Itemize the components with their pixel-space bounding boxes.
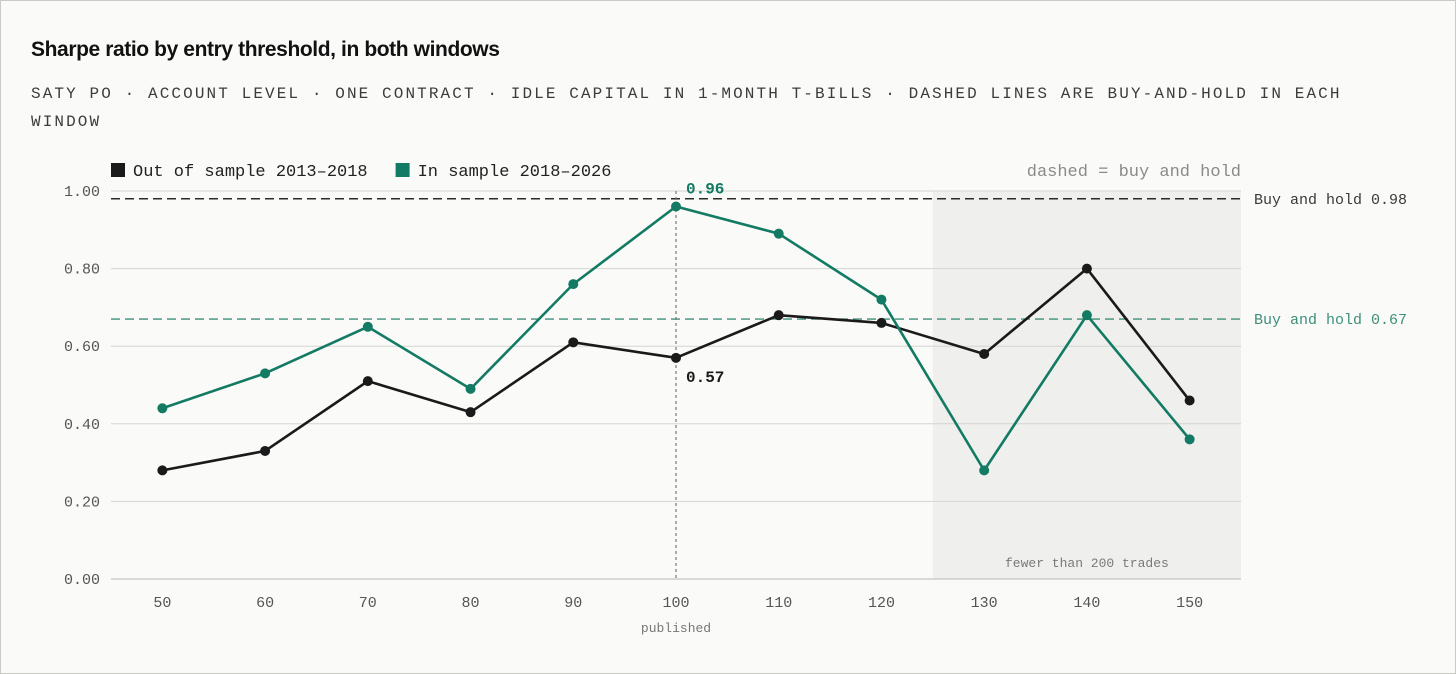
data-point	[362, 321, 373, 332]
data-point	[1184, 395, 1195, 406]
data-point	[362, 376, 373, 387]
low-trade-count-label: fewer than 200 trades	[1005, 556, 1169, 571]
data-point	[876, 317, 887, 328]
y-tick-label: 0.00	[64, 572, 100, 589]
x-tick-label: 100	[662, 595, 689, 612]
legend-note: dashed = buy and hold	[1027, 163, 1241, 182]
data-point	[979, 465, 990, 476]
published-value-annotation: 0.57	[686, 369, 724, 387]
buy-and-hold-label: Buy and hold 0.67	[1254, 312, 1407, 329]
data-point	[465, 383, 476, 394]
legend-label: In sample 2018–2026	[418, 163, 612, 182]
published-label: published	[641, 621, 711, 636]
x-tick-label: 140	[1073, 595, 1100, 612]
data-point	[568, 337, 579, 348]
data-point	[671, 352, 681, 363]
legend-label: Out of sample 2013–2018	[133, 163, 368, 182]
x-tick-label: 150	[1176, 595, 1203, 612]
data-point	[465, 407, 476, 418]
data-point	[979, 348, 990, 359]
data-point	[157, 465, 168, 476]
x-tick-label: 110	[765, 595, 792, 612]
published-value-annotation: 0.96	[686, 181, 724, 199]
x-tick-label: 70	[359, 595, 377, 612]
data-point	[671, 201, 681, 212]
x-tick-label: 80	[462, 595, 480, 612]
data-point	[876, 294, 887, 305]
x-tick-label: 90	[564, 595, 582, 612]
data-point	[1081, 310, 1092, 321]
y-tick-label: 0.60	[64, 339, 100, 356]
x-tick-label: 50	[153, 595, 171, 612]
x-tick-label: 130	[971, 595, 998, 612]
low-trade-count-region	[932, 191, 1241, 579]
y-tick-label: 1.00	[64, 184, 100, 201]
buy-and-hold-label: Buy and hold 0.98	[1254, 192, 1407, 209]
chart-title: Sharpe ratio by entry threshold, in both…	[31, 38, 500, 61]
data-point	[260, 368, 271, 379]
data-point	[1184, 434, 1195, 445]
data-point	[260, 445, 271, 456]
x-tick-label: 60	[256, 595, 274, 612]
data-point	[1081, 263, 1092, 274]
data-point	[157, 403, 168, 414]
x-tick-label: 120	[868, 595, 895, 612]
y-tick-label: 0.40	[64, 417, 100, 434]
legend-swatch	[111, 163, 125, 177]
data-point	[568, 279, 579, 290]
data-point	[773, 228, 784, 239]
y-tick-label: 0.80	[64, 262, 100, 279]
chart-subtitle: SATY PO · ACCOUNT LEVEL · ONE CONTRACT ·…	[31, 85, 1342, 131]
data-point	[773, 310, 784, 321]
y-tick-label: 0.20	[64, 494, 100, 511]
legend-swatch	[395, 163, 410, 177]
